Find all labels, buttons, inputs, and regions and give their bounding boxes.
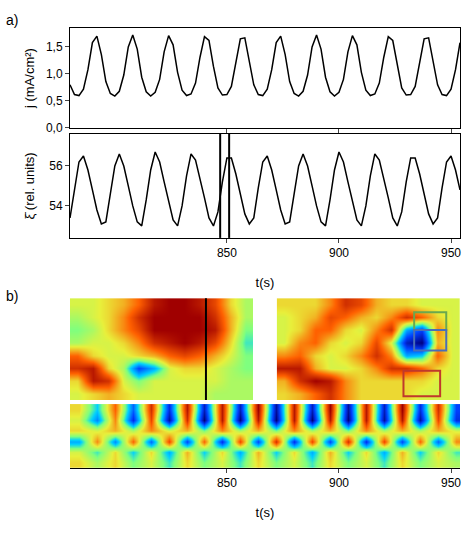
- svg-text:0,5: 0,5: [46, 94, 63, 108]
- svg-text:0,0: 0,0: [46, 121, 63, 135]
- svg-text:850: 850: [217, 246, 237, 260]
- svg-text:900: 900: [329, 476, 349, 490]
- svg-text:t(s): t(s): [256, 275, 275, 290]
- svg-text:54: 54: [49, 199, 63, 213]
- svg-text:950: 950: [441, 476, 461, 490]
- svg-text:b): b): [6, 288, 18, 304]
- svg-text:1,0: 1,0: [46, 67, 63, 81]
- svg-text:56: 56: [49, 159, 63, 173]
- svg-text:j (mA/cm²): j (mA/cm²): [22, 48, 37, 109]
- svg-text:950: 950: [441, 246, 461, 260]
- svg-text:t(s): t(s): [256, 505, 275, 520]
- svg-text:1,5: 1,5: [46, 40, 63, 54]
- svg-text:850: 850: [217, 476, 237, 490]
- svg-text:a): a): [6, 12, 18, 28]
- svg-text:900: 900: [329, 246, 349, 260]
- svg-text:ξ̄ (rel. units): ξ̄ (rel. units): [22, 152, 37, 219]
